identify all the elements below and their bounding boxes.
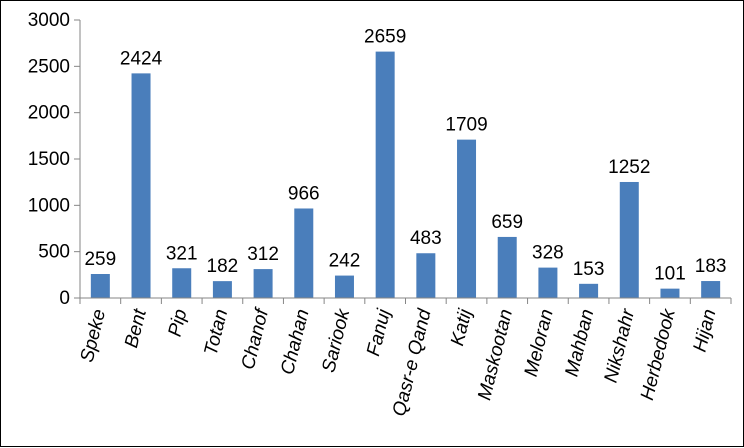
y-ticks-layer: 0 500 1000 1500 2000 2500 3000: [28, 10, 80, 309]
bar-mahban: [579, 283, 599, 298]
category-label: Hijan: [690, 307, 721, 354]
data-label: 966: [288, 183, 320, 204]
data-labels-layer: 259 2424 321 182 312 966 242 2659 483 1709 659 328 1…: [84, 27, 726, 285]
category-label: Fanuj: [363, 306, 395, 358]
category-label: Herbedook: [637, 306, 680, 403]
data-label: 153: [573, 259, 605, 280]
category-label: Sariook: [318, 306, 354, 375]
y-tick-label: 0: [59, 288, 70, 309]
bar-bent: [131, 73, 151, 298]
data-label: 259: [84, 249, 116, 270]
data-label: 328: [532, 243, 564, 264]
data-label: 1709: [445, 115, 487, 136]
data-label: 321: [166, 243, 198, 264]
bar-herbedook: [660, 288, 680, 298]
data-label: 1252: [608, 157, 650, 178]
category-label: Qasr-e Qand: [389, 306, 436, 419]
bar-totan: [212, 281, 232, 298]
bar-maskootan: [497, 236, 517, 298]
data-label: 182: [207, 256, 239, 277]
bar-pip: [172, 268, 192, 298]
y-tick-label: 2500: [28, 56, 70, 77]
bar-fanuj: [375, 51, 395, 298]
category-label: Maskootan: [474, 307, 517, 402]
data-label: 242: [329, 251, 361, 272]
category-label: Speke: [77, 307, 110, 364]
bar-qasr-e-qand: [416, 253, 436, 298]
category-label: Katij: [447, 306, 477, 348]
y-tick-label: 3000: [28, 10, 70, 31]
y-tick-label: 1500: [28, 149, 70, 170]
data-label: 101: [654, 264, 686, 285]
bar-chahan: [294, 208, 314, 298]
category-label: Bent: [121, 306, 151, 350]
data-label: 2424: [120, 48, 163, 69]
category-label: Mahban: [561, 307, 598, 379]
bar-katij: [457, 139, 477, 298]
bar-meloran: [538, 267, 558, 298]
x-ticks-layer: [79, 298, 732, 304]
category-label: Chahan: [277, 307, 313, 377]
category-label: Meloran: [521, 307, 558, 379]
data-label: 2659: [364, 27, 406, 48]
bar-hijan: [701, 281, 721, 298]
category-labels-layer: Speke Bent Pip Totan Chanof Chahan Sariook Fanu…: [77, 305, 721, 418]
data-label: 312: [247, 244, 279, 265]
y-tick-label: 2000: [28, 103, 70, 124]
bars-layer: [90, 51, 721, 298]
category-label: Chanof: [238, 305, 274, 371]
data-label: 183: [695, 256, 727, 277]
category-label: Nikshahr: [601, 306, 640, 384]
bar-speke: [90, 273, 110, 298]
y-tick-label: 1000: [28, 195, 70, 216]
data-label: 659: [491, 212, 523, 233]
category-label: Totan: [201, 307, 233, 358]
bar-sariook: [334, 275, 354, 298]
category-label: Pip: [165, 307, 192, 339]
y-tick-label: 500: [38, 242, 70, 263]
data-label: 483: [410, 228, 442, 249]
bar-nikshahr: [619, 181, 639, 298]
bar-chanof: [253, 269, 273, 298]
